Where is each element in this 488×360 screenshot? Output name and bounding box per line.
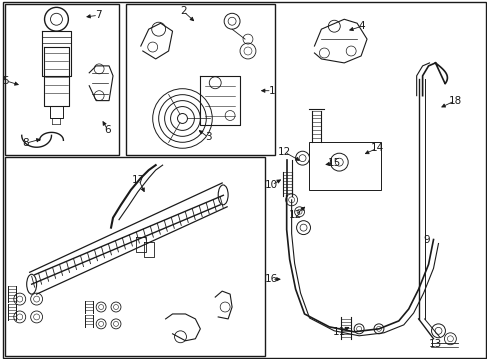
Bar xyxy=(5,4,119,155)
Bar xyxy=(126,4,274,155)
Text: 4: 4 xyxy=(358,21,365,31)
Bar xyxy=(309,142,380,190)
Text: 12: 12 xyxy=(278,147,291,157)
Text: 17: 17 xyxy=(132,175,145,185)
Text: 14: 14 xyxy=(369,143,383,153)
Text: 6: 6 xyxy=(104,125,111,135)
Text: 13: 13 xyxy=(428,339,441,349)
Text: 12: 12 xyxy=(288,210,302,220)
Text: 3: 3 xyxy=(204,132,211,142)
Text: 16: 16 xyxy=(264,274,278,284)
Text: 5: 5 xyxy=(2,76,9,86)
Text: 10: 10 xyxy=(264,180,278,190)
Text: 15: 15 xyxy=(327,158,340,168)
Bar xyxy=(5,157,264,356)
Text: 2: 2 xyxy=(180,6,186,16)
Text: 9: 9 xyxy=(423,234,429,244)
Text: 8: 8 xyxy=(22,138,29,148)
Text: 18: 18 xyxy=(448,96,461,105)
Text: 11: 11 xyxy=(332,327,345,337)
Text: 1: 1 xyxy=(268,86,275,96)
Text: 7: 7 xyxy=(95,10,101,20)
